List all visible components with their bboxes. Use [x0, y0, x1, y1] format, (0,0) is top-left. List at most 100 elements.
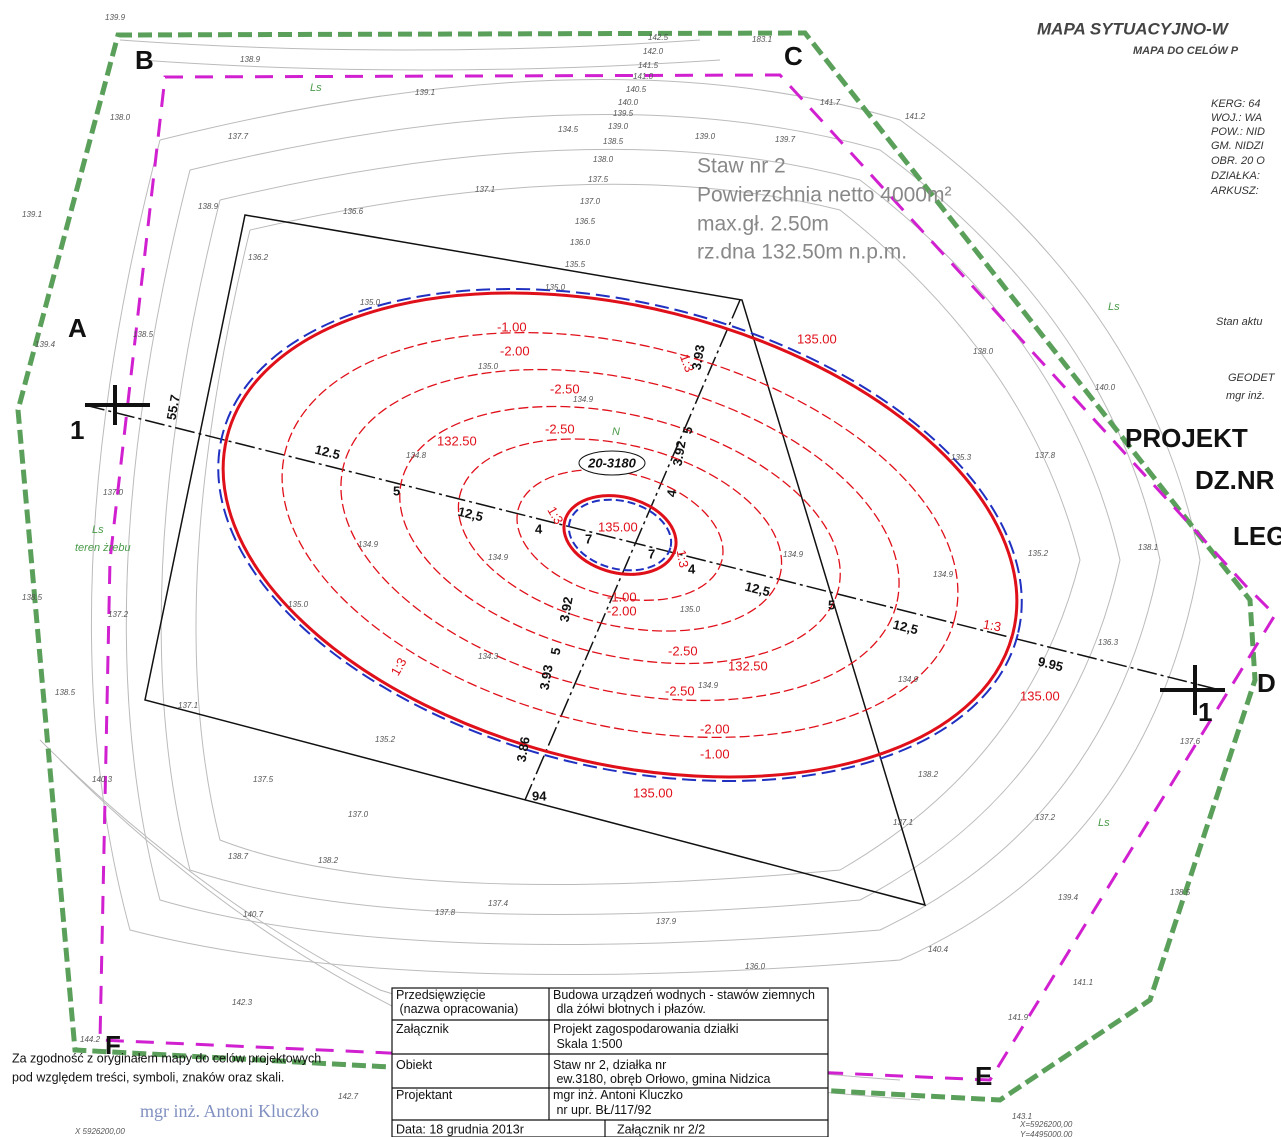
stamp: mgr inż. Antoni Kluczko [140, 1101, 319, 1121]
plot-boundary [18, 33, 1255, 1100]
elevation: 136.6 [343, 207, 364, 216]
contour [120, 40, 700, 50]
elevation: 139.4 [35, 340, 56, 349]
slope-label: 1:3 [982, 617, 1002, 635]
elevation: 138.9 [240, 55, 261, 64]
elevation: 138.5 [22, 593, 43, 602]
attestation: Za zgodność z oryginałem mapy do celów p… [12, 1051, 321, 1065]
dimension: 4 [535, 521, 543, 536]
depth-label: -1.00 [607, 589, 637, 604]
table-cell: Obiekt [396, 1058, 433, 1072]
dimension: 55.7 [164, 394, 183, 422]
depth-label: -2.00 [500, 343, 530, 358]
contours [40, 40, 1200, 1100]
dimension: 5 [393, 483, 400, 498]
elevation: 139.4 [1058, 893, 1079, 902]
table-cell: Data: 18 grudnia 2013r [396, 1122, 524, 1136]
elevation: 136.5 [575, 217, 596, 226]
surveyor: GEODET [1228, 372, 1276, 384]
elevation: 136.0 [745, 962, 766, 971]
table-cell: Załącznik [396, 1022, 450, 1036]
surveyor: mgr inż. [1226, 390, 1265, 402]
contour [140, 60, 720, 70]
project-plot: DZ.NR E [1195, 465, 1281, 495]
spot-height: 135.00 [1020, 688, 1060, 703]
elevation: 134.3 [478, 652, 499, 661]
elevation: 144.2 [80, 1035, 101, 1044]
elevation: 135.3 [951, 453, 972, 462]
corner-letter: D [1257, 668, 1276, 698]
pond-bottom: rz.dna 132.50m n.p.m. [697, 241, 907, 264]
dimension: 3.86 [514, 736, 533, 764]
elevation: 137.1 [893, 818, 913, 827]
elevation: 139.1 [415, 88, 435, 97]
elevation: 137.2 [108, 610, 129, 619]
parcel-number: 20-3180 [587, 455, 636, 470]
elevation: 134.9 [933, 570, 954, 579]
elevation: 137.2 [1035, 813, 1056, 822]
elevation: 137.8 [435, 908, 456, 917]
elevation: 135.0 [680, 605, 701, 614]
land-use: Ls [1108, 301, 1120, 313]
dimension: 12.5 [313, 442, 341, 463]
elevation: 141.9 [1008, 1013, 1029, 1022]
north-label: N [612, 426, 620, 438]
depth-label: -1.00 [497, 319, 527, 334]
elevation: 137.6 [1180, 737, 1201, 746]
elevation: 139.0 [695, 132, 716, 141]
elevation: 139.5 [613, 109, 634, 118]
elevation: 137.0 [348, 810, 369, 819]
coordinate: X=5926200,00 [1019, 1120, 1073, 1129]
elevation: 140.3 [92, 775, 113, 784]
elevation: 134.5 [558, 125, 579, 134]
elevation: 134.9 [488, 553, 509, 562]
elevation: 136.3 [1098, 638, 1119, 647]
pond-name: Staw nr 2 [697, 155, 786, 178]
elevation: 142.0 [643, 47, 664, 56]
corner-letter: E [975, 1061, 992, 1091]
elevation: 134.8 [406, 451, 427, 460]
dimension: 7 [648, 546, 655, 561]
contour [91, 80, 1200, 975]
elevation: 139.7 [775, 135, 796, 144]
elevation: 138.5 [55, 688, 76, 697]
depth-contour [306, 316, 934, 755]
elevation: 137.1 [475, 185, 495, 194]
elevation: 142.5 [648, 33, 669, 42]
elevation: 138.0 [973, 347, 994, 356]
pond-outline [172, 216, 1068, 854]
elevation: 142.7 [338, 1092, 359, 1101]
sheet-info: WOJ.: WA [1211, 112, 1262, 124]
land-use: Ls [1098, 817, 1110, 829]
elevation: 135.2 [1028, 549, 1049, 558]
land-use: Ls [92, 524, 104, 536]
elevation: 135.0 [478, 362, 499, 371]
map-title: MAPA SYTUACYJNO-W [1037, 19, 1230, 38]
elevation: 138.0 [110, 113, 131, 122]
elevation: 136.0 [570, 238, 591, 247]
legend-heading: LEG [1233, 521, 1281, 551]
depth-label: -2.00 [607, 603, 637, 618]
elevation: 141.7 [820, 98, 841, 107]
elevation: 137.1 [178, 701, 198, 710]
sheet-info: KERG: 64 [1211, 98, 1261, 110]
elevation: 135.0 [360, 298, 381, 307]
dimension: 4 [688, 561, 696, 576]
elevation: 134.9 [698, 681, 719, 690]
elevation: 138.0 [593, 155, 614, 164]
spot-height: 135.00 [797, 331, 837, 346]
pond-edge [166, 211, 1074, 860]
dimension: 3.93 [537, 664, 556, 692]
elevation: 135.2 [375, 735, 396, 744]
dimension: 3.93 [689, 344, 708, 372]
status-note: Stan aktu [1216, 316, 1262, 328]
elevation: 138.2 [318, 856, 339, 865]
depth-contour [373, 364, 868, 706]
dimension: 5 [828, 597, 835, 612]
dimension: 12,5 [891, 617, 919, 638]
contour [196, 184, 1080, 884]
elevation: 140.7 [243, 910, 264, 919]
elevation: 140.5 [626, 85, 647, 94]
elevation: 141.2 [905, 112, 926, 121]
elevation: 140.0 [1095, 383, 1116, 392]
